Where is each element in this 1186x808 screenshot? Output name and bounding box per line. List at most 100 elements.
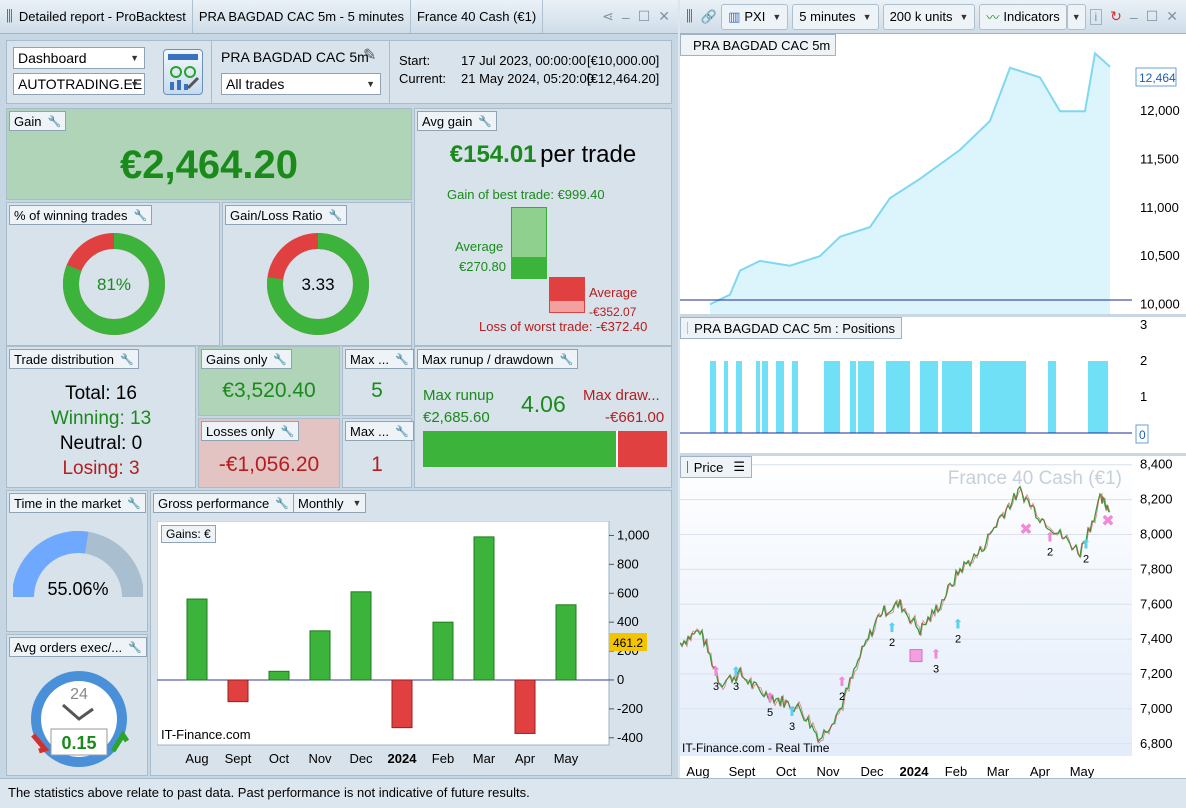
- y-tick-label: 6,800: [1140, 736, 1173, 751]
- wrench-icon[interactable]: 🔧: [395, 425, 409, 438]
- equity-chart-title[interactable]: PRA BAGDAD CAC 5m: [680, 34, 836, 56]
- edit-icon[interactable]: ✎: [363, 47, 377, 64]
- avg-orders-value: 0.15: [61, 733, 96, 753]
- units-select[interactable]: 200 k units ▼: [882, 3, 976, 30]
- order-arrow-icon[interactable]: ⬆: [953, 618, 964, 633]
- runup-drawdown-bar: [423, 431, 667, 467]
- trades-select[interactable]: All trades ▼: [221, 73, 381, 95]
- timeframe-select[interactable]: 5 minutes ▼: [792, 3, 879, 30]
- order-arrow-icon[interactable]: ⬆: [765, 691, 776, 706]
- wrench-icon[interactable]: 🔧: [478, 115, 493, 128]
- order-arrow-icon[interactable]: ⬆: [731, 665, 742, 680]
- pane-separator[interactable]: [680, 314, 1186, 317]
- gross-bar-nov[interactable]: [309, 630, 331, 681]
- indicators-button[interactable]: 〰 Indicators: [979, 3, 1067, 30]
- order-arrow-icon[interactable]: ⬆: [787, 705, 798, 720]
- order-arrow-icon[interactable]: ⬆: [1045, 530, 1056, 545]
- close-icon[interactable]: ✕: [1166, 8, 1178, 24]
- system-title: PRA BAGDAD CAC 5m - 5 minutes: [198, 9, 404, 24]
- losses-only-title[interactable]: Losses only 🔧: [201, 421, 300, 441]
- winning-pct-panel: % of winning trades 🔧 81%: [6, 202, 220, 346]
- account-select[interactable]: AUTOTRADING.EE ▼: [13, 73, 145, 95]
- equity-title-label: PRA BAGDAD CAC 5m: [693, 37, 831, 53]
- x-tick-label: Sept: [729, 764, 756, 778]
- avg-orders-title[interactable]: Avg orders exec/... 🔧: [9, 637, 147, 657]
- wrench-icon[interactable]: 🔧: [559, 353, 574, 366]
- gain-loss-title[interactable]: Gain/Loss Ratio 🔧: [225, 205, 348, 225]
- wrench-icon[interactable]: 🔧: [128, 641, 142, 654]
- minimize-icon[interactable]: –: [1129, 8, 1138, 25]
- report-settings-icon[interactable]: [163, 49, 203, 95]
- order-arrow-icon[interactable]: ⬆: [931, 647, 942, 662]
- wrench-icon[interactable]: 🔧: [328, 209, 343, 222]
- refresh-icon[interactable]: ↻: [1110, 8, 1122, 24]
- period-select[interactable]: Monthly ▼: [293, 493, 367, 513]
- gross-performance-title[interactable]: Gross performance 🔧: [153, 493, 294, 513]
- wrench-icon[interactable]: 🔧: [47, 115, 62, 128]
- indicators-dropdown[interactable]: ▼: [1066, 3, 1086, 30]
- exit-cross-icon[interactable]: ✖: [1019, 519, 1032, 538]
- avg-gain-title[interactable]: Avg gain 🔧: [417, 111, 498, 131]
- order-arrow-icon[interactable]: ⬆: [837, 675, 848, 690]
- donut-win-arc: [267, 233, 369, 335]
- maximize-icon[interactable]: ☐: [637, 8, 651, 24]
- order-arrow-icon[interactable]: ⬆: [887, 621, 898, 636]
- y-tick-label: -200: [617, 701, 643, 716]
- winning-pct-title[interactable]: % of winning trades 🔧: [9, 205, 153, 225]
- gross-bar-apr[interactable]: [514, 679, 536, 734]
- gross-bar-sept[interactable]: [227, 679, 249, 703]
- position-bar: [920, 361, 938, 433]
- wrench-icon[interactable]: 🔧: [127, 497, 141, 510]
- order-arrow-icon[interactable]: ⬆: [711, 665, 722, 680]
- exit-square-icon[interactable]: [909, 649, 923, 663]
- gain-loss-value: 3.33: [301, 275, 334, 294]
- gross-bar-oct[interactable]: [268, 670, 290, 681]
- maximize-icon[interactable]: ☐: [1145, 8, 1159, 24]
- wrench-icon[interactable]: 🔧: [133, 209, 148, 222]
- x-tick-label: Oct: [776, 764, 797, 778]
- info-icon[interactable]: i: [1089, 8, 1103, 25]
- wrench-icon[interactable]: 🔧: [273, 353, 288, 366]
- gain-title[interactable]: Gain 🔧: [9, 111, 67, 131]
- order-count-label: 2: [839, 691, 845, 703]
- y-tick-label: 7,600: [1140, 596, 1173, 611]
- position-bar: [736, 361, 742, 433]
- minimize-icon[interactable]: –: [621, 8, 630, 25]
- gross-bar-2024[interactable]: [391, 679, 413, 729]
- broker-select[interactable]: ▥ PXI ▼: [721, 3, 789, 30]
- wrench-icon[interactable]: 🔧: [119, 353, 134, 366]
- wrench-icon[interactable]: 🔧: [395, 353, 409, 366]
- y-tick-label: 8,400: [1140, 457, 1173, 472]
- positions-chart-title[interactable]: PRA BAGDAD CAC 5m : Positions: [680, 317, 902, 339]
- exit-cross-icon[interactable]: ✖: [1101, 511, 1114, 530]
- wrench-icon[interactable]: 🔧: [275, 497, 289, 510]
- report-title-segment: ⫼ Detailed report - ProBacktest: [0, 0, 193, 33]
- time-in-market-title[interactable]: Time in the market 🔧: [9, 493, 146, 513]
- view-select[interactable]: Dashboard ▼: [13, 47, 145, 69]
- list-icon[interactable]: ☰: [733, 459, 745, 474]
- pane-separator[interactable]: [680, 453, 1186, 456]
- wrench-icon[interactable]: 🔧: [280, 425, 295, 438]
- runup-title[interactable]: Max runup / drawdown 🔧: [417, 349, 579, 369]
- gross-bar-aug[interactable]: [186, 598, 208, 681]
- gains-only-title[interactable]: Gains only 🔧: [201, 349, 293, 369]
- link-icon[interactable]: 🔗: [700, 8, 718, 24]
- gross-bar-mar[interactable]: [473, 536, 495, 681]
- position-bar: [980, 361, 1026, 433]
- x-tick-label: Dec: [349, 751, 373, 766]
- gross-bar-feb[interactable]: [432, 621, 454, 681]
- y-tick-label: 11,000: [1140, 200, 1179, 215]
- clock-label: 24: [70, 686, 88, 703]
- system-title-segment[interactable]: PRA BAGDAD CAC 5m - 5 minutes: [193, 0, 411, 33]
- y-tick-label: 800: [617, 556, 639, 571]
- max-consec-loss-title[interactable]: Max ... 🔧: [345, 421, 414, 441]
- max-consec-gain-title[interactable]: Max ... 🔧: [345, 349, 414, 369]
- price-chart-title[interactable]: Price ☰: [680, 456, 752, 478]
- close-icon[interactable]: ✕: [658, 8, 670, 24]
- gross-bar-dec[interactable]: [350, 591, 372, 681]
- gross-bar-may[interactable]: [555, 604, 577, 681]
- share-icon[interactable]: ⋖: [602, 8, 614, 24]
- trade-distribution-title[interactable]: Trade distribution 🔧: [9, 349, 139, 369]
- order-arrow-icon[interactable]: ⬆: [1081, 537, 1092, 552]
- instrument-segment[interactable]: France 40 Cash (€1): [411, 0, 544, 33]
